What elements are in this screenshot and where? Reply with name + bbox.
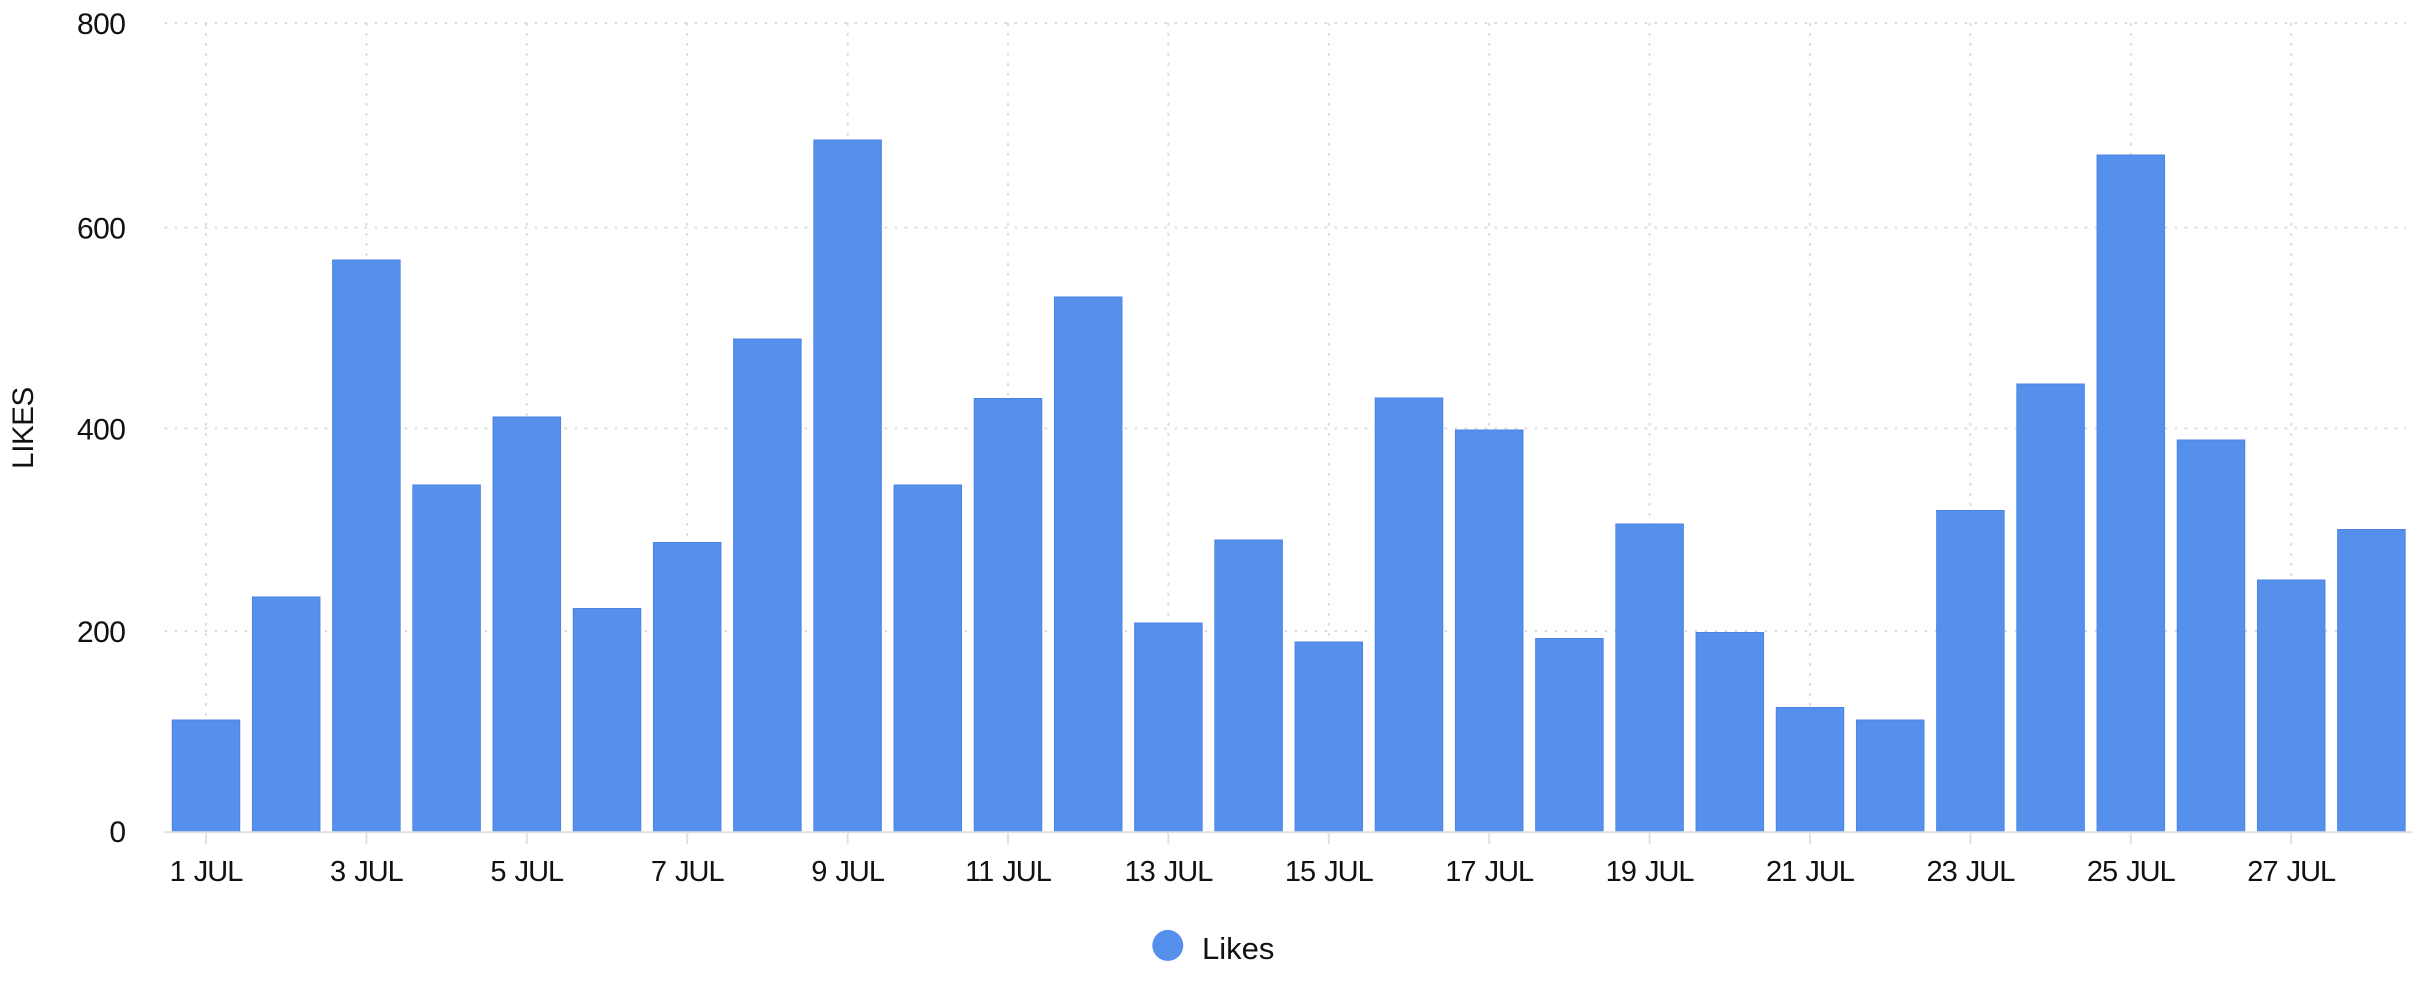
- svg-text:25 JUL: 25 JUL: [2087, 856, 2176, 888]
- svg-text:13 JUL: 13 JUL: [1124, 856, 1213, 888]
- svg-text:17 JUL: 17 JUL: [1445, 856, 1534, 888]
- svg-text:9 JUL: 9 JUL: [811, 856, 885, 888]
- svg-text:23 JUL: 23 JUL: [1926, 856, 2015, 888]
- svg-text:7 JUL: 7 JUL: [651, 856, 725, 888]
- svg-text:200: 200: [77, 616, 126, 649]
- svg-text:600: 600: [77, 213, 126, 246]
- svg-text:0: 0: [109, 816, 125, 849]
- svg-text:5 JUL: 5 JUL: [490, 856, 564, 888]
- svg-text:LIKES: LIKES: [7, 387, 40, 469]
- svg-text:21 JUL: 21 JUL: [1766, 856, 1855, 888]
- svg-text:15 JUL: 15 JUL: [1285, 856, 1374, 888]
- svg-text:1 JUL: 1 JUL: [170, 856, 244, 888]
- svg-text:Likes: Likes: [1202, 931, 1274, 966]
- svg-text:27 JUL: 27 JUL: [2247, 856, 2336, 888]
- svg-text:400: 400: [77, 414, 126, 447]
- svg-text:19 JUL: 19 JUL: [1606, 856, 1695, 888]
- svg-text:800: 800: [77, 8, 126, 41]
- svg-text:11 JUL: 11 JUL: [965, 856, 1052, 888]
- svg-text:3 JUL: 3 JUL: [330, 856, 404, 888]
